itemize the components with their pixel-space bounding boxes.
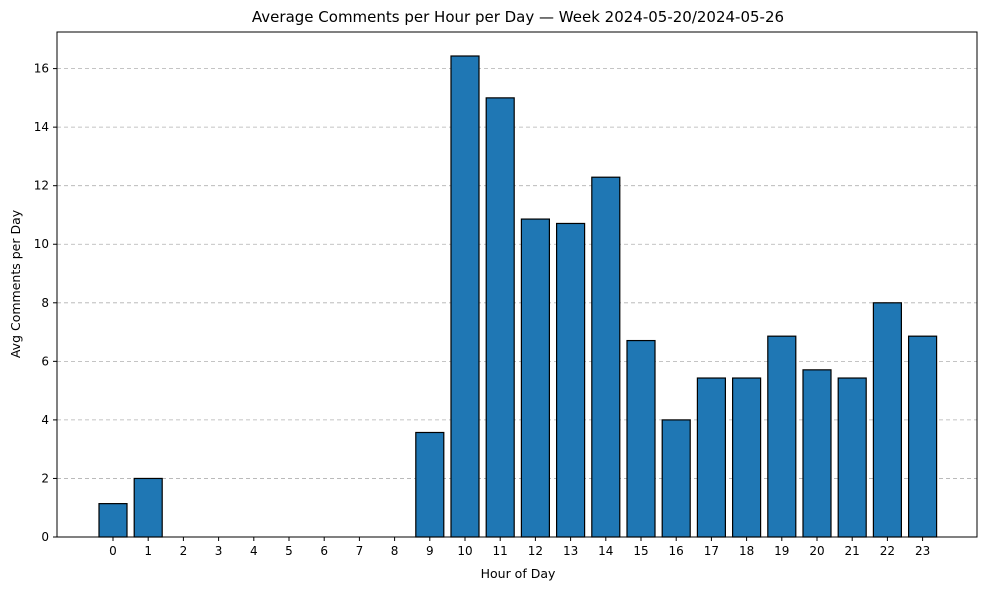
y-axis-label: Avg Comments per Day xyxy=(8,209,23,358)
bar-hour-17 xyxy=(696,377,727,538)
x-tick-label: 15 xyxy=(633,544,648,558)
y-axis-ticks: 0 2 4 6 8 10 12 14 16 xyxy=(34,62,57,544)
bar-hour-19 xyxy=(767,335,797,538)
x-tick-label: 21 xyxy=(845,544,860,558)
y-tick-label: 0 xyxy=(41,530,49,544)
x-tick-label: 9 xyxy=(426,544,434,558)
bar-hour-13 xyxy=(555,222,586,538)
x-tick-label: 11 xyxy=(493,544,508,558)
x-tick-label: 0 xyxy=(109,544,117,558)
x-tick-label: 13 xyxy=(563,544,578,558)
bar-hour-9 xyxy=(415,431,445,538)
bar-hour-23 xyxy=(907,335,938,538)
bar-hour-1 xyxy=(133,477,163,538)
bars xyxy=(98,55,938,538)
y-tick-label: 10 xyxy=(34,237,49,251)
bar-hour-0 xyxy=(98,503,128,538)
x-tick-label: 22 xyxy=(880,544,895,558)
bar-hour-21 xyxy=(837,377,867,538)
bar-hour-12 xyxy=(520,218,551,538)
y-tick-label: 12 xyxy=(34,179,49,193)
x-tick-label: 8 xyxy=(391,544,399,558)
bar-hour-10 xyxy=(450,55,480,538)
x-tick-label: 12 xyxy=(528,544,543,558)
x-tick-label: 6 xyxy=(320,544,328,558)
y-tick-label: 6 xyxy=(41,354,49,368)
bar-hour-15 xyxy=(626,339,656,538)
bar-hour-14 xyxy=(591,176,621,538)
bar-hour-22 xyxy=(872,302,903,538)
bar-hour-11 xyxy=(485,97,515,538)
x-tick-label: 18 xyxy=(739,544,754,558)
x-tick-label: 10 xyxy=(457,544,472,558)
x-tick-label: 2 xyxy=(180,544,188,558)
chart-title: Average Comments per Hour per Day — Week… xyxy=(252,8,784,26)
x-axis-ticks: 0 1 2 3 4 5 6 7 8 9 10 11 12 13 14 15 16 17 18 19 20 21 22 23 xyxy=(109,537,930,558)
x-axis-label: Hour of Day xyxy=(481,566,556,581)
y-tick-label: 8 xyxy=(41,296,49,310)
y-tick-label: 14 xyxy=(34,120,49,134)
bar-hour-20 xyxy=(802,369,832,538)
y-tick-label: 2 xyxy=(41,471,49,485)
x-tick-label: 23 xyxy=(915,544,930,558)
bar-hour-16 xyxy=(661,419,691,538)
bar-hour-18 xyxy=(731,377,762,538)
x-tick-label: 7 xyxy=(356,544,364,558)
x-tick-label: 20 xyxy=(809,544,824,558)
plot-frame xyxy=(56,31,978,538)
x-tick-label: 5 xyxy=(285,544,293,558)
y-tick-label: 4 xyxy=(41,413,49,427)
y-tick-label: 16 xyxy=(34,62,49,76)
x-tick-label: 1 xyxy=(144,544,152,558)
x-tick-label: 17 xyxy=(704,544,719,558)
x-tick-label: 16 xyxy=(669,544,684,558)
x-tick-label: 3 xyxy=(215,544,223,558)
x-tick-label: 14 xyxy=(598,544,613,558)
x-tick-label: 4 xyxy=(250,544,258,558)
x-tick-label: 19 xyxy=(774,544,789,558)
